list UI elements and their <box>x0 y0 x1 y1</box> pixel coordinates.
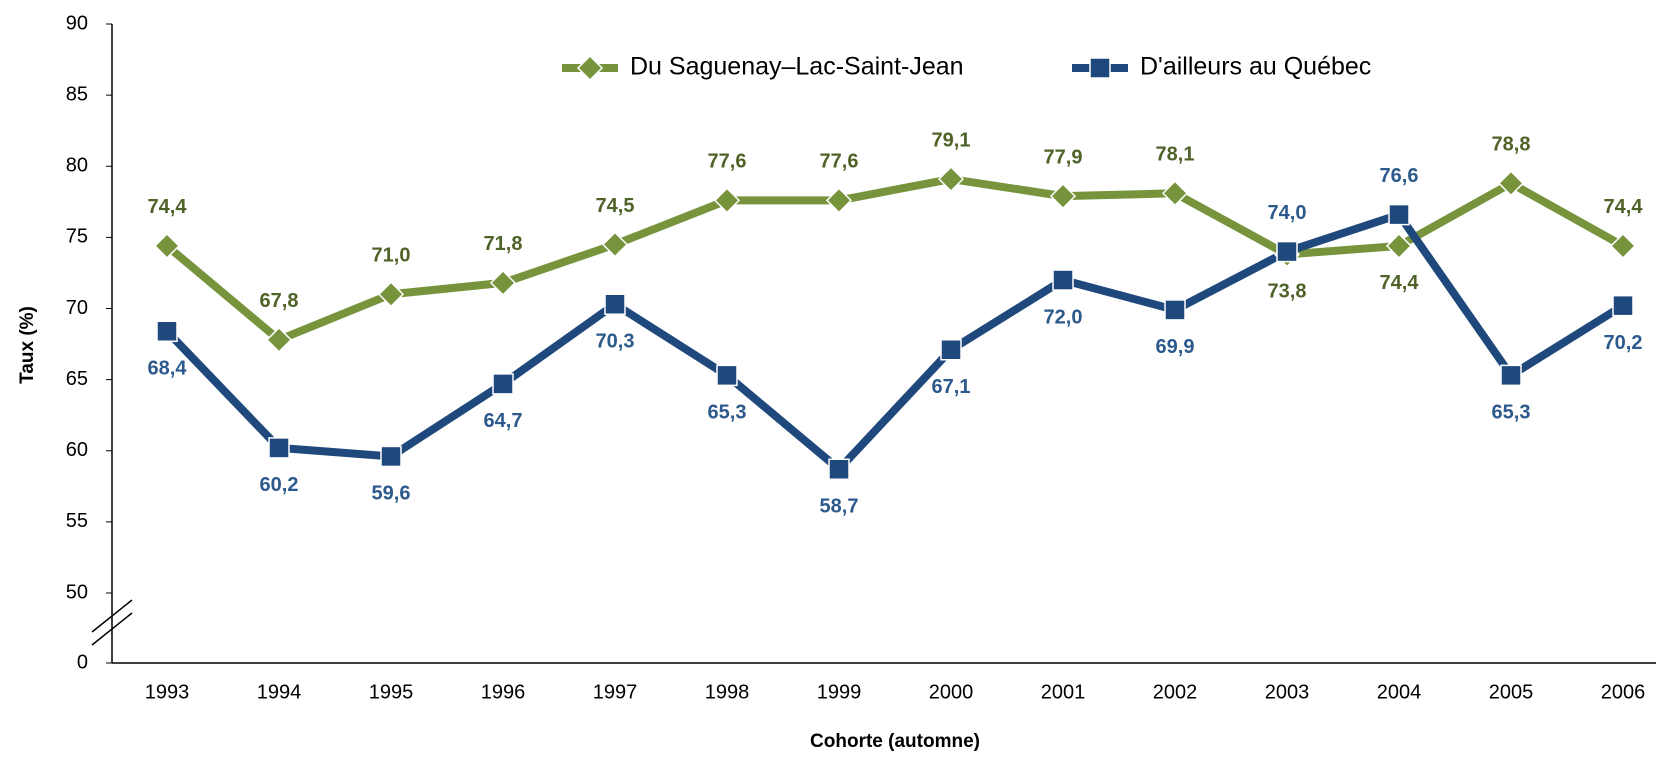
data-label: 74,4 <box>1380 272 1420 294</box>
data-point <box>492 373 514 395</box>
data-point <box>713 187 741 214</box>
data-label: 74,4 <box>148 196 188 218</box>
data-point <box>377 281 405 308</box>
x-tick-label: 1993 <box>145 681 190 703</box>
data-point <box>1049 183 1077 210</box>
axis-break <box>91 612 133 646</box>
data-point <box>1385 232 1413 259</box>
data-point <box>1500 364 1522 387</box>
data-point <box>1161 180 1189 207</box>
data-label: 59,6 <box>372 483 411 505</box>
data-label: 77,6 <box>708 151 747 173</box>
data-point <box>937 165 965 193</box>
data-point <box>716 364 738 387</box>
data-label: 78,8 <box>1492 134 1531 156</box>
x-tick-label: 2002 <box>1153 681 1198 703</box>
y-tick-label: 80 <box>66 155 88 177</box>
x-tick-label: 2004 <box>1377 681 1422 703</box>
y-tick-label: 60 <box>66 439 88 461</box>
axis-break <box>91 599 133 633</box>
data-point <box>825 187 853 214</box>
data-point <box>940 339 962 361</box>
series-line <box>164 175 1625 344</box>
data-label: 60,2 <box>260 474 299 496</box>
data-label: 73,8 <box>1268 281 1307 303</box>
legend-marker <box>1089 57 1111 79</box>
data-point <box>601 231 629 258</box>
x-tick-label: 1997 <box>593 681 638 703</box>
data-point <box>1388 203 1410 226</box>
data-label: 68,4 <box>148 358 188 380</box>
x-tick-label: 1999 <box>817 681 862 703</box>
x-tick-label: 2006 <box>1601 681 1646 703</box>
x-axis-title: Cohorte (automne) <box>810 731 980 752</box>
y-tick-label: 75 <box>66 226 88 248</box>
data-label: 69,9 <box>1156 336 1195 358</box>
x-tick-label: 1994 <box>257 681 302 703</box>
data-label: 71,8 <box>484 233 523 255</box>
x-tick-label: 2003 <box>1265 681 1310 703</box>
x-tick-label: 1996 <box>481 681 526 703</box>
legend-label: D'ailleurs au Québec <box>1140 53 1371 81</box>
data-label: 74,4 <box>1604 196 1644 218</box>
data-label: 67,1 <box>932 376 971 398</box>
data-point <box>156 320 178 343</box>
data-label: 71,0 <box>372 245 411 267</box>
x-tick-label: 2000 <box>929 681 974 703</box>
y-tick-label: 50 <box>66 581 88 603</box>
x-tick-label: 1995 <box>369 681 414 703</box>
data-point <box>153 232 181 259</box>
data-point <box>1609 232 1637 259</box>
y-axis-title: Taux (%) <box>17 306 38 384</box>
y-tick-label: 70 <box>66 297 88 319</box>
data-point <box>1276 240 1298 263</box>
x-tick-label: 1998 <box>705 681 750 703</box>
legend-marker <box>576 54 604 82</box>
legend-label: Du Saguenay–Lac-Saint-Jean <box>630 53 964 81</box>
data-label: 72,0 <box>1044 306 1083 328</box>
data-point <box>380 445 402 468</box>
data-label: 64,7 <box>484 410 523 432</box>
data-label: 79,1 <box>932 129 971 151</box>
data-point <box>268 437 290 459</box>
data-label: 78,1 <box>1156 144 1195 166</box>
data-label: 74,0 <box>1268 202 1307 224</box>
data-point <box>1164 299 1186 321</box>
data-label: 74,5 <box>596 195 635 217</box>
data-point <box>1052 269 1074 291</box>
data-label: 70,3 <box>596 331 635 353</box>
data-label: 67,8 <box>260 290 299 312</box>
x-tick-label: 2005 <box>1489 681 1534 703</box>
data-point <box>1497 170 1525 197</box>
data-label: 77,9 <box>1044 146 1083 168</box>
data-point <box>489 269 517 296</box>
data-point <box>828 458 850 480</box>
data-label: 77,6 <box>820 151 859 173</box>
series-line <box>164 210 1626 474</box>
x-tick-label: 2001 <box>1041 681 1086 703</box>
data-label: 65,3 <box>1492 402 1531 424</box>
y-tick-label: 65 <box>66 368 88 390</box>
data-label: 58,7 <box>820 496 859 518</box>
data-point <box>1612 294 1634 317</box>
data-point <box>265 326 293 353</box>
data-label: 65,3 <box>708 402 747 424</box>
y-tick-label: 90 <box>66 12 88 34</box>
y-tick-label: 55 <box>66 510 88 532</box>
data-label: 76,6 <box>1380 165 1419 187</box>
y-tick-label: 85 <box>66 83 88 105</box>
data-label: 70,2 <box>1604 332 1643 354</box>
y-tick-label: 0 <box>77 651 88 673</box>
data-point <box>604 293 626 315</box>
